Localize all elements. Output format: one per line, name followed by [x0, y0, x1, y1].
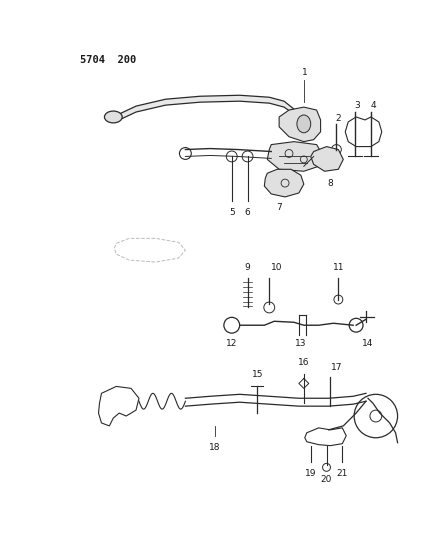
Polygon shape — [310, 147, 343, 171]
Text: 17: 17 — [331, 362, 342, 372]
Text: 2: 2 — [335, 114, 340, 123]
Ellipse shape — [104, 111, 122, 123]
Text: 8: 8 — [327, 179, 333, 188]
Text: 4: 4 — [369, 101, 375, 110]
Text: 14: 14 — [361, 339, 373, 348]
Text: 21: 21 — [336, 470, 347, 478]
Text: 1: 1 — [301, 69, 307, 77]
Text: 6: 6 — [244, 208, 250, 217]
Text: 20: 20 — [320, 475, 331, 484]
Polygon shape — [264, 169, 303, 197]
Polygon shape — [279, 107, 320, 142]
Text: 5: 5 — [228, 208, 234, 217]
Text: 19: 19 — [304, 470, 316, 478]
Text: 10: 10 — [271, 263, 282, 272]
Polygon shape — [267, 142, 323, 171]
Text: 9: 9 — [244, 263, 250, 272]
Text: 15: 15 — [251, 369, 262, 378]
Text: 5704  200: 5704 200 — [80, 55, 136, 65]
Text: 13: 13 — [294, 339, 306, 348]
Text: 12: 12 — [225, 339, 237, 348]
Text: 11: 11 — [332, 263, 343, 272]
Text: 3: 3 — [354, 101, 359, 110]
Text: 7: 7 — [276, 203, 281, 212]
Polygon shape — [119, 95, 293, 120]
Text: 18: 18 — [209, 443, 220, 451]
Text: 16: 16 — [297, 358, 309, 367]
Ellipse shape — [296, 115, 310, 133]
